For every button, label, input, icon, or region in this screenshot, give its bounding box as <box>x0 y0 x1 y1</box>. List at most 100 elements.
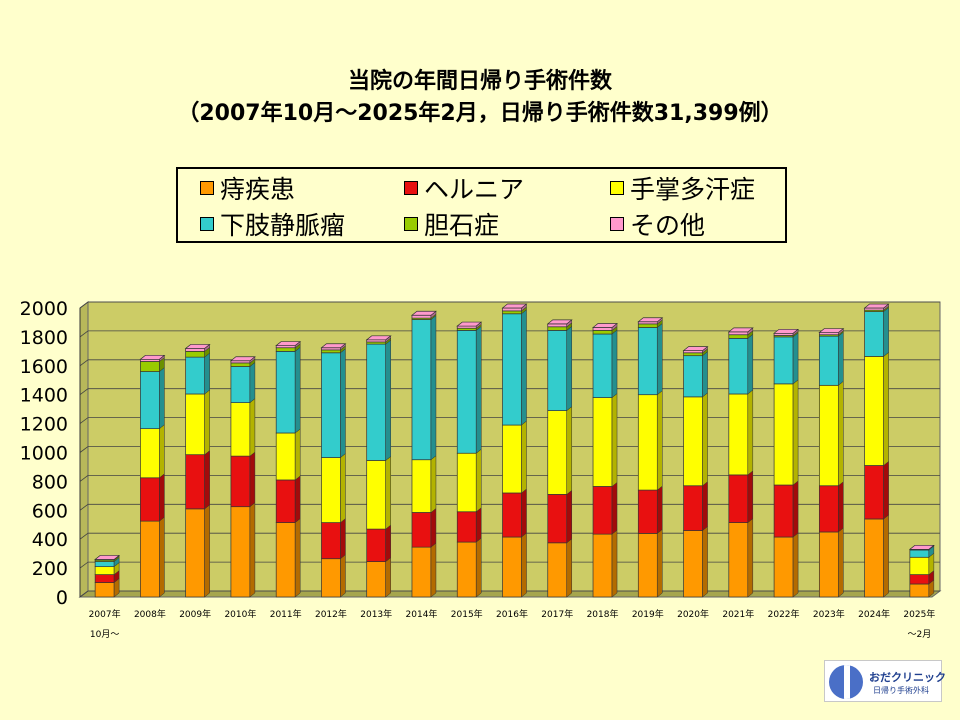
bar-segment-side <box>702 526 708 598</box>
bar-segment-side <box>385 557 391 598</box>
gridline <box>79 301 940 309</box>
bar-segment-side <box>385 524 391 563</box>
bar-segment <box>321 558 341 598</box>
bar-segment <box>502 313 522 426</box>
bar-segment <box>140 428 160 479</box>
bar-segment-side <box>159 516 165 598</box>
bar-segment <box>411 319 432 461</box>
bar-segment <box>275 432 296 481</box>
bar-segment <box>185 348 206 352</box>
bar-segment-side <box>475 537 482 598</box>
bar-segment <box>230 402 251 457</box>
bar-segment <box>864 465 884 520</box>
x-tick-label: 2025年 <box>903 608 935 620</box>
bar-segment-side <box>838 331 844 386</box>
bar-segment-side <box>566 538 573 598</box>
bar-segment-side <box>340 518 346 560</box>
bar-segment-side <box>883 514 889 598</box>
bar-segment <box>864 356 884 466</box>
y-tick-label: 1200 <box>20 414 68 436</box>
bar-segment <box>818 485 839 533</box>
legend-item-hyperhidrosis: 手掌多汗症 <box>610 171 755 205</box>
bar-top <box>229 356 256 362</box>
bar-segment-side <box>611 481 618 535</box>
bar-segment <box>728 393 749 476</box>
bar-segment-side <box>747 518 754 598</box>
x-tick-label: 2010年 <box>224 608 256 620</box>
bar-segment <box>275 479 296 523</box>
bar-segment <box>456 541 477 598</box>
legend-label: 手掌多汗症 <box>630 175 756 204</box>
bar-top <box>275 341 302 346</box>
bar-segment <box>909 549 930 558</box>
bar-segment-side <box>883 351 889 467</box>
bar-segment-side <box>430 507 437 548</box>
bar-segment-side <box>566 406 573 495</box>
bar-segment <box>366 561 387 598</box>
x-tick-label: ～2月 <box>908 629 932 640</box>
bar-segment-side <box>702 481 708 532</box>
bar-segment <box>728 337 749 395</box>
logo-text-sub: 日帰り手術外科 <box>873 686 929 695</box>
legend-swatch <box>200 217 214 231</box>
bar-segment <box>592 533 613 598</box>
x-tick-label: 2019年 <box>632 608 664 620</box>
bar-segment <box>773 536 794 598</box>
bar-top <box>637 317 664 323</box>
bar-segment-side <box>611 529 618 598</box>
x-tick-label: 2017年 <box>541 608 573 620</box>
bar-segment-side <box>521 532 527 598</box>
legend-item-hernia: ヘルニア <box>404 171 524 205</box>
bar-segment-side <box>475 507 482 543</box>
bar-segment <box>140 520 160 598</box>
chart-title: 当院の年間日帰り手術件数 <box>347 69 612 94</box>
x-tick-label: 2013年 <box>360 608 392 620</box>
legend-item-varicose: 下肢静脈瘤 <box>200 207 345 241</box>
legend-label: 痔疾患 <box>220 175 296 204</box>
bar-segment <box>140 477 160 522</box>
y-tick-label: 800 <box>32 471 68 493</box>
bar-segment <box>185 393 206 456</box>
bar-segment <box>547 410 568 495</box>
bar-segment <box>321 349 341 354</box>
legend-label: ヘルニア <box>424 175 525 204</box>
bar-segment <box>411 546 432 598</box>
bar-segment <box>502 536 522 598</box>
bar-top <box>410 310 437 316</box>
bar-segment-side <box>340 554 346 598</box>
bar-segment <box>909 583 930 598</box>
bar-segment <box>275 347 296 352</box>
bar-segment-side <box>204 389 210 456</box>
bar-segment <box>592 333 613 398</box>
bar-segment-side <box>385 339 391 461</box>
bar-segment <box>818 531 839 598</box>
x-tick-label: 2015年 <box>451 608 483 620</box>
bar-segment-side <box>294 428 301 481</box>
bar-segment <box>864 518 884 598</box>
bar-segment-side <box>521 309 527 426</box>
bar-top <box>682 346 709 351</box>
bar-segment <box>592 397 613 487</box>
bar-segment <box>411 512 432 548</box>
bar-segment-side <box>294 346 301 434</box>
bar-segment-side <box>159 367 165 430</box>
y-tick-label: 2000 <box>20 298 68 320</box>
bar-segment-side <box>249 451 256 508</box>
bar-top <box>727 327 754 333</box>
bar-segment-side <box>747 389 754 476</box>
bar-segment <box>411 314 432 319</box>
bar-segment <box>94 561 115 568</box>
bar-segment <box>728 522 749 598</box>
bar-segment <box>502 307 522 312</box>
legend-swatch <box>200 181 214 195</box>
bar-segment <box>94 574 115 583</box>
bar-segment <box>502 424 522 494</box>
bar-segment-side <box>566 325 573 412</box>
bar-segment <box>321 352 341 458</box>
bar-segment <box>683 530 703 598</box>
x-tick-label: 2021年 <box>722 608 754 620</box>
bar-segment-side <box>521 420 527 494</box>
bar-segment-side <box>521 488 527 538</box>
clinic-logo: おだクリニック 日帰り手術外科 <box>824 660 946 702</box>
bar-segment <box>185 454 206 510</box>
